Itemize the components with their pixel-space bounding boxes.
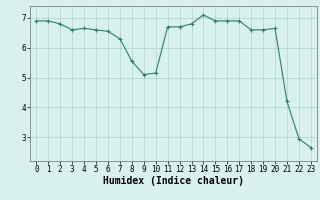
X-axis label: Humidex (Indice chaleur): Humidex (Indice chaleur) [103,176,244,186]
